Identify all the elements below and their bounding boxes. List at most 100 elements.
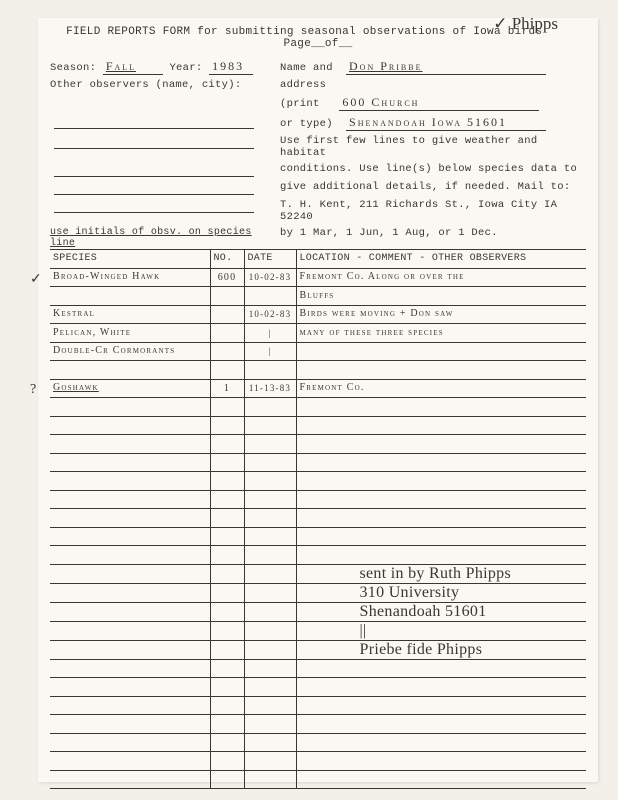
- cell-location: Fremont Co. Along or over the: [296, 268, 586, 287]
- ortype-label: or type): [280, 118, 333, 130]
- cell-location: [296, 509, 586, 528]
- cell-species: [50, 435, 210, 454]
- cell-species: [50, 733, 210, 752]
- name-label: Name and: [280, 62, 333, 74]
- cell-species: [50, 287, 210, 306]
- year-label: Year:: [169, 62, 202, 74]
- cell-location: [296, 733, 586, 752]
- header-row-9: use initials of obsv. on species line by…: [50, 227, 586, 249]
- table-row: [50, 659, 586, 678]
- cell-no: 1: [210, 379, 244, 398]
- table-row: [50, 546, 586, 565]
- cell-no: [210, 527, 244, 546]
- cell-no: [210, 453, 244, 472]
- cell-no: [210, 678, 244, 697]
- cell-no: [210, 342, 244, 361]
- cell-no: [210, 509, 244, 528]
- table-row: [50, 453, 586, 472]
- table-row: Double-Cr Cormorants |: [50, 342, 586, 361]
- species-text: Pelican, White: [53, 327, 131, 338]
- cell-no: [210, 583, 244, 602]
- table-row: [50, 715, 586, 734]
- cell-location: [296, 416, 586, 435]
- table-row: Kestral10-02-83Birds were moving + Don s…: [50, 305, 586, 324]
- header-row-7: give additional details, if needed. Mail…: [50, 181, 586, 195]
- cell-species: [50, 361, 210, 380]
- instr-4: T. H. Kent, 211 Richards St., Iowa City …: [280, 199, 586, 223]
- cell-date: [244, 546, 296, 565]
- cell-date: [244, 361, 296, 380]
- cell-species: Double-Cr Cormorants: [50, 342, 210, 361]
- table-row: [50, 435, 586, 454]
- cell-date: 10-02-83: [244, 305, 296, 324]
- table-row: ?Goshawk111-13-83Fremont Co.: [50, 379, 586, 398]
- note-text: sent in by Ruth Phipps: [300, 565, 512, 582]
- table-row: [50, 752, 586, 771]
- cell-date: [244, 640, 296, 659]
- species-text: Double-Cr Cormorants: [53, 345, 175, 356]
- header-row-2: Other observers (name, city): address: [50, 79, 586, 91]
- cell-location: [296, 361, 586, 380]
- cell-species: [50, 546, 210, 565]
- table-row: Pelican, White|many of these three speci…: [50, 324, 586, 343]
- note-text: 310 University: [300, 584, 460, 601]
- cell-date: [244, 752, 296, 771]
- table-row: sent in by Ruth Phipps: [50, 564, 586, 583]
- cell-no: [210, 435, 244, 454]
- cell-date: [244, 472, 296, 491]
- cell-date: |: [244, 324, 296, 343]
- note-text: Priebe fide Phipps: [300, 641, 483, 658]
- table-row: [50, 696, 586, 715]
- cell-species: [50, 472, 210, 491]
- cell-species: Kestral: [50, 305, 210, 324]
- cell-no: [210, 733, 244, 752]
- cell-date: [244, 602, 296, 621]
- header-row-1: Season: Fall Year: 1983 Name and Don Pri…: [50, 59, 586, 75]
- col-no: NO.: [210, 250, 244, 269]
- cell-species: Pelican, White: [50, 324, 210, 343]
- cell-species: [50, 509, 210, 528]
- cell-species: [50, 770, 210, 789]
- cell-location: 310 University: [296, 583, 586, 602]
- form-title: FIELD REPORTS FORM for submitting season…: [66, 26, 542, 38]
- cell-location: [296, 490, 586, 509]
- cell-date: [244, 564, 296, 583]
- table-row: ✓Broad-Winged Hawk60010-02-83Fremont Co.…: [50, 268, 586, 287]
- cell-date: |: [244, 342, 296, 361]
- cell-date: [244, 490, 296, 509]
- cell-date: [244, 527, 296, 546]
- cell-date: [244, 621, 296, 640]
- header-row-3: (print 600 Church: [50, 95, 586, 111]
- print-label: (print: [280, 98, 320, 110]
- cell-no: [210, 287, 244, 306]
- cell-species: [50, 602, 210, 621]
- city-value: Shenandoah Iowa 51601: [346, 115, 546, 131]
- cell-no: 600: [210, 268, 244, 287]
- cell-species: [50, 583, 210, 602]
- col-loc: LOCATION - COMMENT - OTHER OBSERVERS: [296, 250, 586, 269]
- cell-location: [296, 659, 586, 678]
- cell-no: [210, 416, 244, 435]
- year-value: 1983: [209, 59, 253, 75]
- cell-location: [296, 527, 586, 546]
- cell-location: [296, 546, 586, 565]
- cell-date: [244, 435, 296, 454]
- cell-location: [296, 715, 586, 734]
- table-row: [50, 733, 586, 752]
- col-date: DATE: [244, 250, 296, 269]
- cell-location: sent in by Ruth Phipps: [296, 564, 586, 583]
- page: ✓ Phipps FIELD REPORTS FORM for submitti…: [38, 18, 598, 782]
- cell-no: [210, 490, 244, 509]
- cell-date: [244, 715, 296, 734]
- cell-species: [50, 715, 210, 734]
- table-row: Shenandoah 51601: [50, 602, 586, 621]
- cell-location: [296, 453, 586, 472]
- header-row-6: conditions. Use line(s) below species da…: [50, 163, 586, 177]
- cell-no: [210, 752, 244, 771]
- cell-date: 10-02-83: [244, 268, 296, 287]
- cell-species: ✓Broad-Winged Hawk: [50, 268, 210, 287]
- cell-location: [296, 678, 586, 697]
- table-row: Bluffs: [50, 287, 586, 306]
- cell-no: [210, 659, 244, 678]
- cell-no: [210, 564, 244, 583]
